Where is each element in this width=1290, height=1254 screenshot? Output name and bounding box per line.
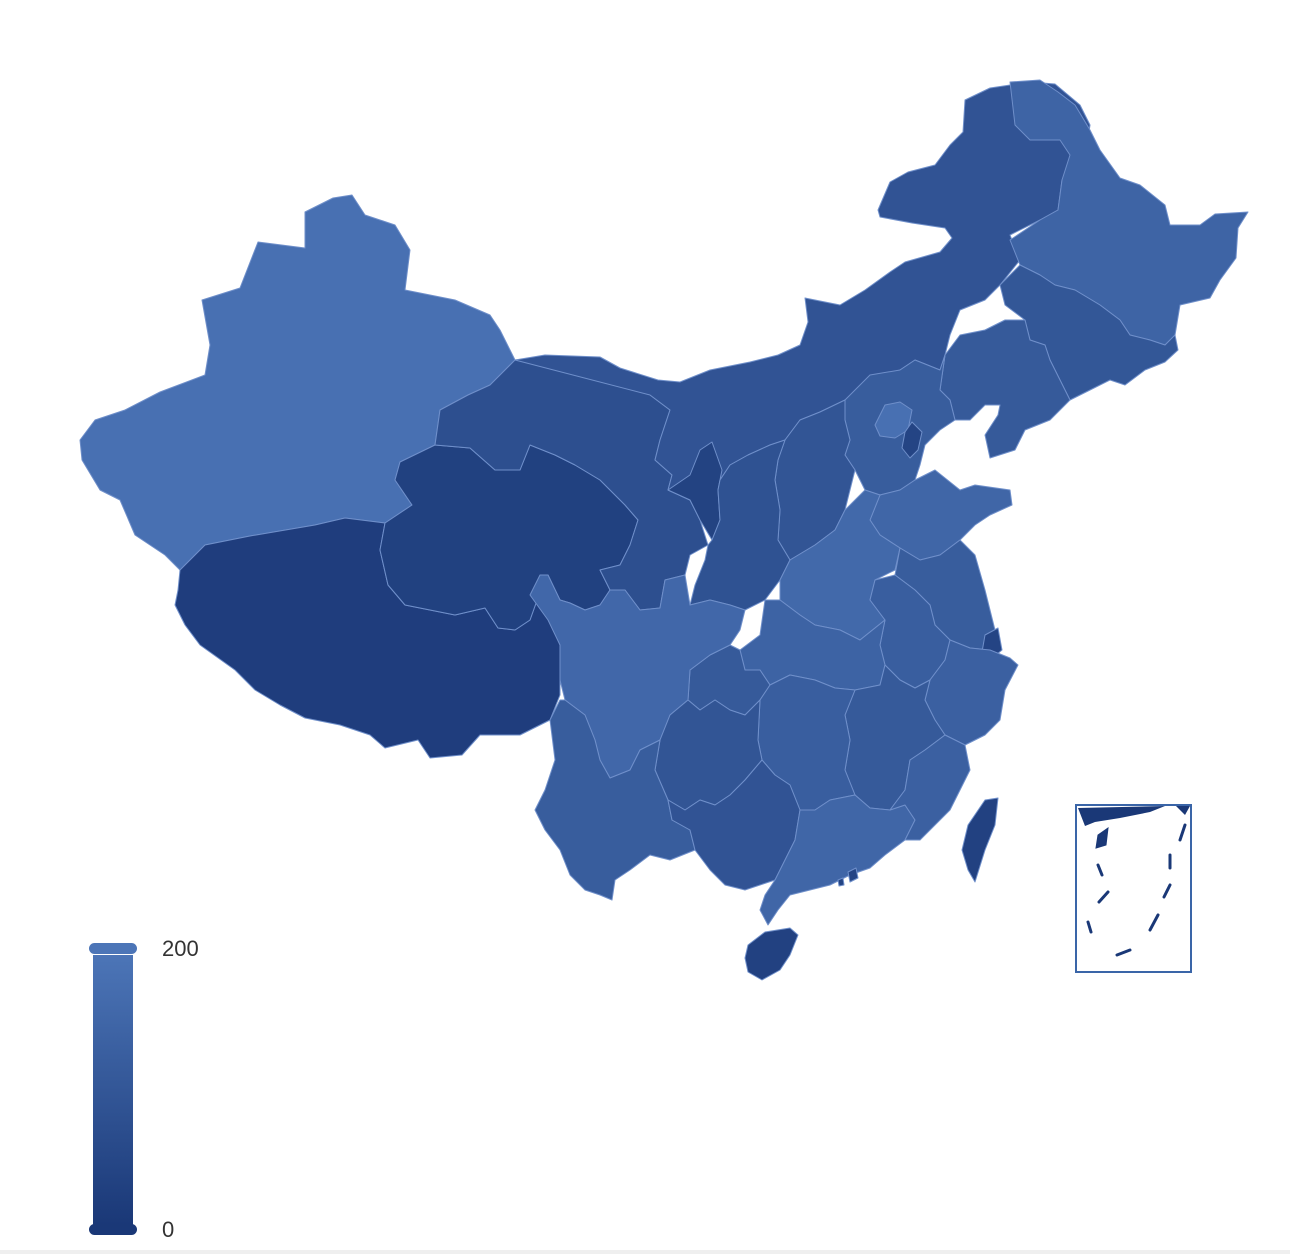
region-hongkong[interactable] <box>847 867 859 883</box>
region-hainan[interactable] <box>744 927 799 981</box>
inset-land-east <box>1176 806 1190 815</box>
visual-map-legend[interactable] <box>89 943 137 1235</box>
region-tianjin[interactable] <box>901 421 923 459</box>
inset-land <box>1078 806 1165 826</box>
nine-dash-line <box>1086 823 1187 957</box>
legend-max-label: 200 <box>162 936 199 961</box>
region-beijing[interactable] <box>874 401 913 439</box>
region-yunnan[interactable] <box>534 699 696 901</box>
inset-frame <box>1075 804 1192 973</box>
region-taiwan[interactable] <box>961 797 999 883</box>
region-liaoning[interactable] <box>939 319 1071 459</box>
bottom-divider <box>0 1250 1290 1254</box>
region-fujian[interactable] <box>889 734 971 841</box>
south-china-sea-inset <box>1075 804 1192 973</box>
legend-min-label: 0 <box>162 1217 175 1242</box>
legend-gradient-bar <box>93 955 133 1225</box>
legend-top-handle[interactable] <box>89 943 137 954</box>
legend-bottom-handle[interactable] <box>89 1224 137 1235</box>
regions-layer <box>79 79 1249 981</box>
region-macau[interactable] <box>837 877 845 887</box>
